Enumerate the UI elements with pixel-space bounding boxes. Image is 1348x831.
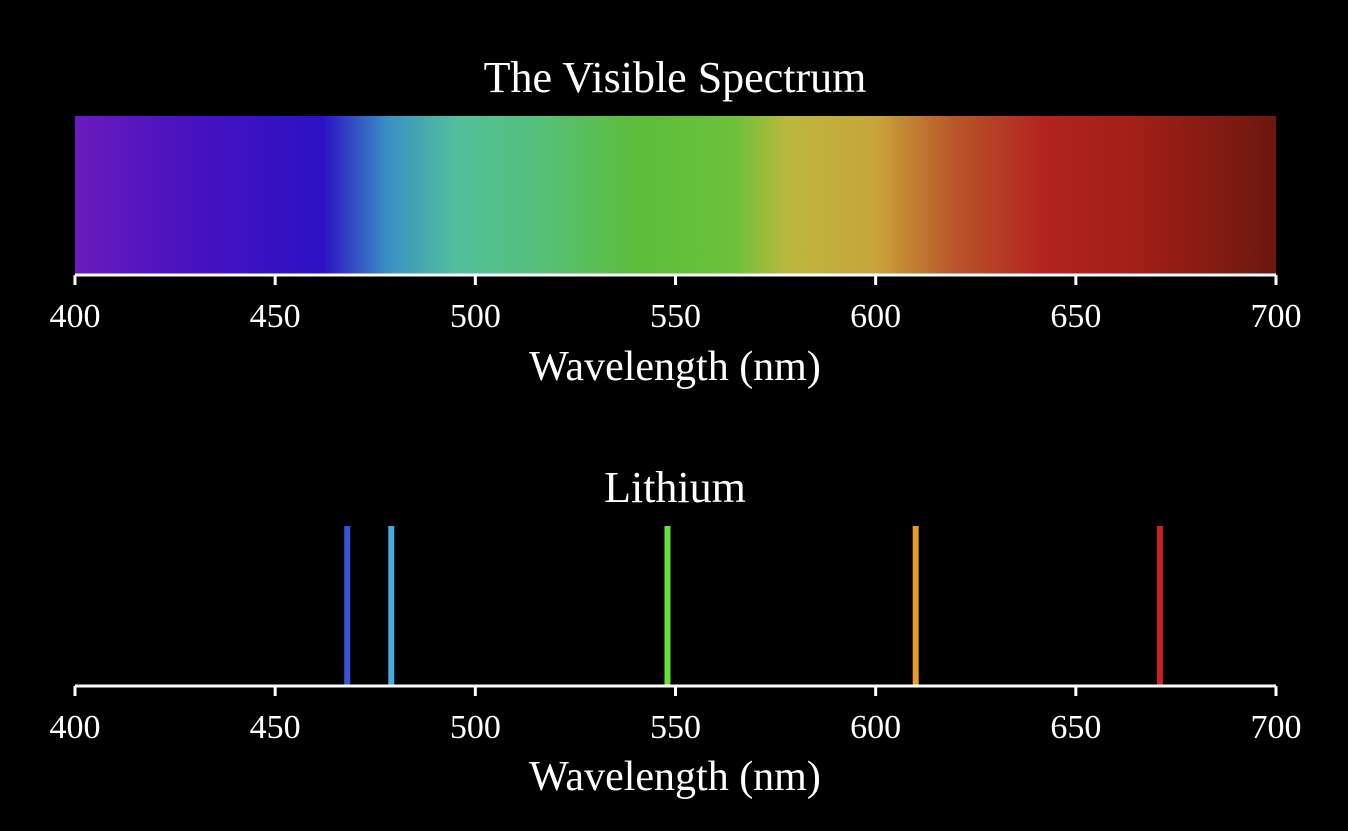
visible-spectrum-chart: The Visible Spectrum 400 450 500 550 600 650 7… [50,53,1302,390]
x-tick-label: 650 [1050,709,1101,746]
x-axis: 400 450 500 550 600 650 700 [50,273,1302,335]
x-tick-label: 700 [1251,298,1302,335]
spectrum-gradient-band [75,116,1276,275]
emission-lines [344,526,1163,686]
x-axis-title: Wavelength (nm) [529,754,821,800]
x-tick-label: 500 [450,709,501,746]
x-tick-label: 450 [250,709,301,746]
x-tick-label: 550 [650,709,701,746]
x-axis-title: Wavelength (nm) [529,344,821,390]
x-tick-label: 650 [1050,298,1101,335]
x-tick-label: 550 [650,298,701,335]
x-tick-label: 400 [50,709,101,746]
chart-title: The Visible Spectrum [484,53,867,102]
chart-title: Lithium [604,463,746,512]
x-tick-label: 600 [850,709,901,746]
x-tick-label: 450 [250,298,301,335]
x-tick-label: 400 [50,298,101,335]
x-tick-label: 600 [850,298,901,335]
x-axis: 400 450 500 550 600 650 700 [50,684,1302,746]
lithium-chart: Lithium 400 450 500 550 600 650 700 Wavelength… [50,463,1302,800]
x-tick-label: 500 [450,298,501,335]
x-tick-label: 700 [1251,709,1302,746]
